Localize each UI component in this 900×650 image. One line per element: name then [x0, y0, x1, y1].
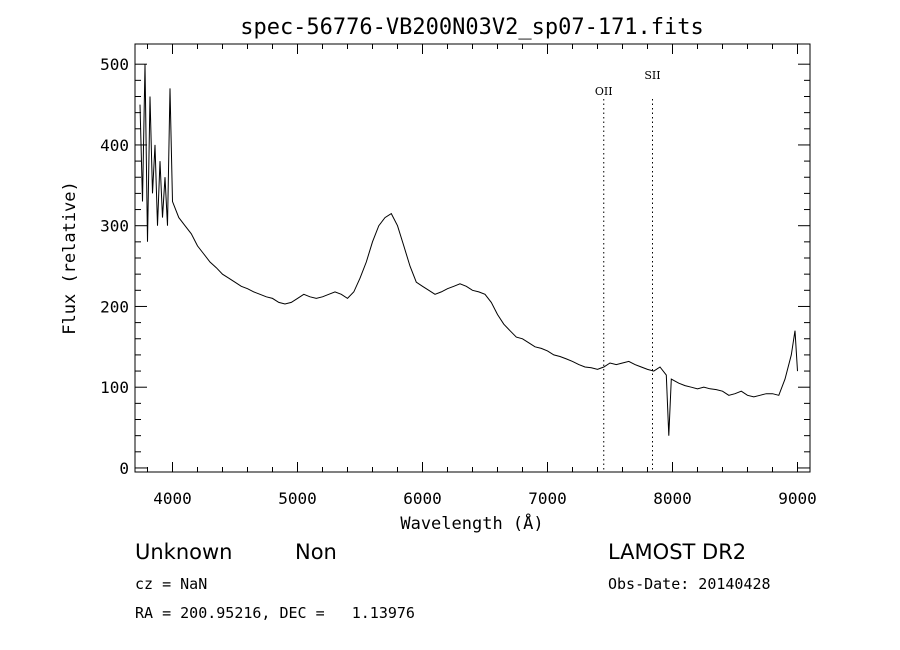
x-axis-label: Wavelength (Å) — [400, 512, 543, 534]
annotation-label: OII — [595, 85, 613, 98]
x-tick-label: 8000 — [653, 489, 692, 508]
y-tick-label: 400 — [100, 136, 129, 155]
coordinates: RA = 200.95216, DEC = 1.13976 — [135, 604, 415, 622]
y-tick-label: 500 — [100, 55, 129, 74]
redshift-cz: cz = NaN — [135, 575, 208, 593]
y-tick-label: 200 — [100, 297, 129, 316]
annotation-label: SII — [644, 69, 660, 82]
survey-name: LAMOST DR2 — [608, 540, 747, 564]
x-tick-label: 9000 — [778, 489, 817, 508]
x-tick-label: 4000 — [153, 489, 192, 508]
y-tick-label: 100 — [100, 378, 129, 397]
y-tick-label: 0 — [119, 459, 129, 478]
spectral-subclass: Non — [295, 540, 337, 564]
x-tick-label: 5000 — [278, 489, 317, 508]
observation-date: Obs-Date: 20140428 — [608, 575, 771, 593]
annotation-layer: OII SII — [595, 69, 661, 472]
spectrum-line — [139, 64, 798, 436]
y-axis-label: Flux (relative) — [60, 181, 80, 335]
y-tick-label: 300 — [100, 217, 129, 236]
x-tick-label: 7000 — [528, 489, 567, 508]
x-tick-label: 6000 — [403, 489, 442, 508]
spectral-class: Unknown — [135, 540, 233, 564]
axis-ticks: 4000 5000 6000 7000 8000 9000 0 100 200 300 400 500 — [100, 44, 817, 508]
plot-frame — [134, 43, 811, 473]
chart-title: spec-56776-VB200N03V2_sp07-171.fits — [240, 15, 704, 40]
